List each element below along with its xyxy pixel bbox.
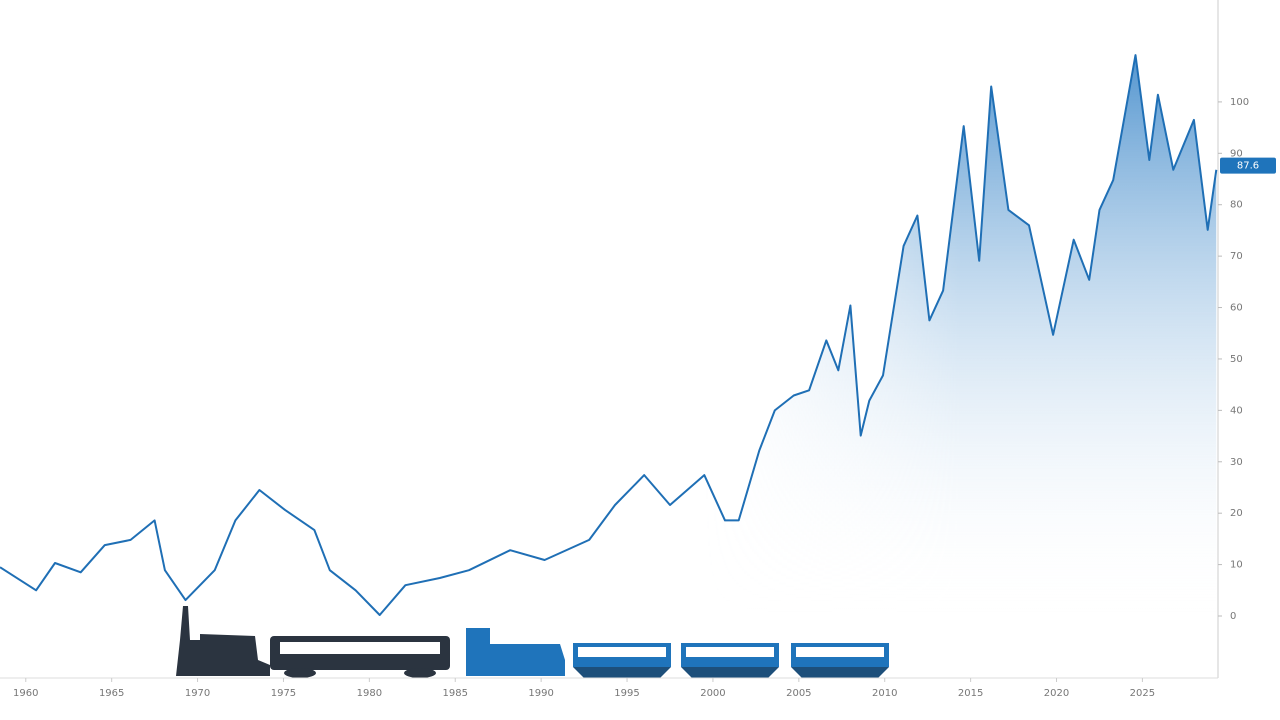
y-tick-label: 40 <box>1230 405 1243 416</box>
x-tick-label: 2020 <box>1044 688 1069 699</box>
x-tick-label: 1970 <box>185 688 210 699</box>
x-tick-label: 2000 <box>700 688 725 699</box>
y-tick-label: 10 <box>1230 560 1243 571</box>
current-value-box <box>1220 157 1276 174</box>
y-tick-label: 0 <box>1230 611 1236 622</box>
train-illustration <box>176 606 889 678</box>
y-tick-label: 80 <box>1230 200 1243 211</box>
x-tick-label: 1990 <box>528 688 553 699</box>
y-tick-label: 30 <box>1230 457 1243 468</box>
line <box>0 54 1218 616</box>
y-tick-label: 60 <box>1230 303 1243 314</box>
x-tick-label: 2025 <box>1130 688 1155 699</box>
x-tick-label: 1960 <box>13 688 38 699</box>
plot-area <box>0 54 1218 617</box>
x-tick-label: 2005 <box>786 688 811 699</box>
y-tick-label: 100 <box>1230 97 1249 108</box>
area <box>0 55 1217 617</box>
y-tick-label: 20 <box>1230 508 1243 519</box>
x-tick-label: 2010 <box>872 688 897 699</box>
y-tick-label: 70 <box>1230 251 1243 262</box>
x-tick-label: 1980 <box>357 688 382 699</box>
current-value-label: 87.6 <box>1237 161 1259 172</box>
y-tick-label: 90 <box>1230 148 1243 159</box>
x-tick-label: 1975 <box>271 688 296 699</box>
x-tick-label: 1965 <box>99 688 124 699</box>
x-tick-label: 2015 <box>958 688 983 699</box>
y-tick-label: 50 <box>1230 354 1243 365</box>
x-tick-label: 1995 <box>614 688 639 699</box>
x-tick-label: 1985 <box>443 688 468 699</box>
